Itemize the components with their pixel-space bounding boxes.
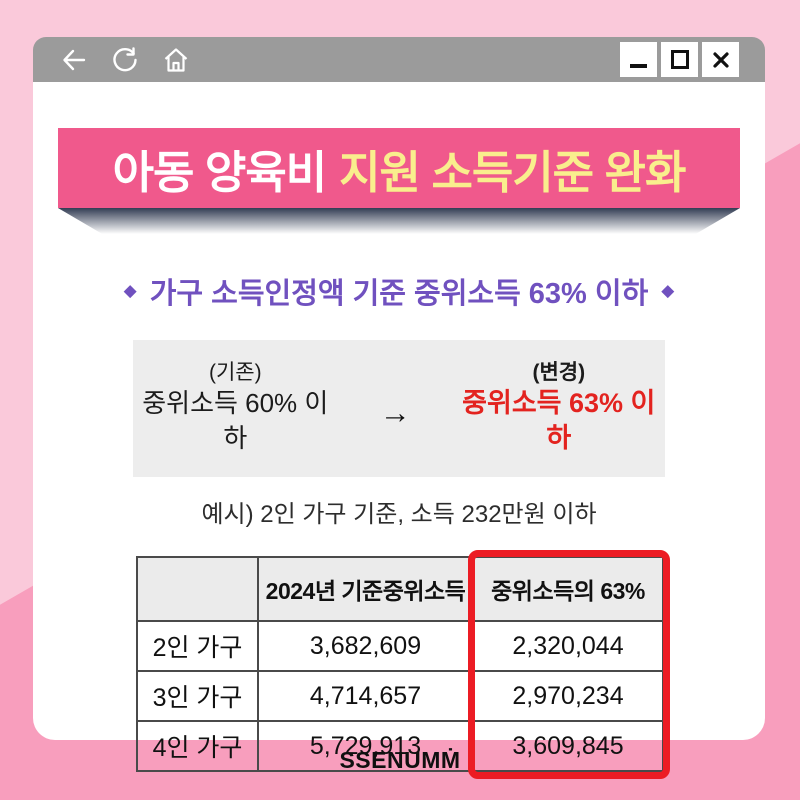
maximize-button[interactable]	[661, 42, 698, 77]
subtitle: ◆ 가구 소득인정액 기준 중위소득 63% 이하 ◆	[58, 270, 740, 312]
browser-toolbar	[33, 37, 765, 82]
income-table: 2024년 기준중위소득 중위소득의 63% 2인 가구 3,682,609 2…	[136, 556, 664, 772]
row-label: 2인 가구	[136, 620, 259, 672]
row-label: 4인 가구	[136, 720, 259, 772]
subtitle-text: 가구 소득인정액 기준 중위소득 63% 이하	[149, 278, 649, 310]
diamond-icon: ◆	[661, 281, 675, 300]
table-row: 3인 가구 4,714,657 2,970,234	[136, 670, 664, 722]
header-median-income: 2024년 기준중위소득	[257, 556, 474, 622]
pct63-value: 3,609,845	[472, 720, 664, 772]
after-value: 중위소득 63% 이하	[462, 388, 656, 453]
title-part-yellow: 지원 소득기준 완화	[339, 146, 686, 198]
header-empty	[136, 556, 259, 622]
title-banner: 아동 양육비 지원 소득기준 완화	[58, 128, 740, 208]
row-label: 3인 가구	[136, 670, 259, 722]
browser-window: 아동 양육비 지원 소득기준 완화 ◆ 가구 소득인정액 기준 중위소득 63%…	[33, 37, 765, 779]
minimize-button[interactable]	[620, 42, 657, 77]
home-icon[interactable]	[161, 45, 191, 75]
minimize-icon	[630, 64, 647, 68]
refresh-icon[interactable]	[110, 45, 140, 75]
banner-3d-shadow	[58, 208, 740, 234]
comparison-box: (기존) 중위소득 60% 이하 → (변경) 중위소득 63% 이하	[133, 340, 665, 477]
income-table-container: 2024년 기준중위소득 중위소득의 63% 2인 가구 3,682,609 2…	[136, 550, 670, 779]
pct63-value: 2,970,234	[472, 670, 664, 722]
close-button[interactable]	[702, 42, 739, 77]
before-label: (기존)	[208, 361, 262, 384]
table-row: 2인 가구 3,682,609 2,320,044	[136, 620, 664, 672]
median-income-value: 5,729,913	[257, 720, 474, 772]
median-income-value: 4,714,657	[257, 670, 474, 722]
table-row: 4인 가구 5,729,913 3,609,845	[136, 720, 664, 772]
arrow-icon: →	[379, 394, 411, 430]
title-part-white: 아동 양육비	[112, 146, 328, 198]
brand-logo: SSENUMṀ	[339, 747, 461, 773]
example-note: 예시) 2인 가구 기준, 소득 232만원 이하	[201, 501, 597, 528]
table-header-row: 2024년 기준중위소득 중위소득의 63%	[136, 556, 664, 622]
after-panel: (변경) 중위소득 63% 이하	[453, 359, 665, 456]
close-icon	[712, 51, 729, 68]
window-controls	[620, 42, 739, 77]
maximize-icon	[670, 50, 689, 69]
pct63-value: 2,320,044	[472, 620, 664, 672]
header-63pct: 중위소득의 63%	[472, 556, 664, 622]
before-value: 중위소득 60% 이하	[142, 388, 329, 453]
before-panel: (기존) 중위소득 60% 이하	[133, 359, 338, 456]
after-label: (변경)	[532, 361, 586, 384]
back-icon[interactable]	[59, 45, 89, 75]
content-card: 아동 양육비 지원 소득기준 완화 ◆ 가구 소득인정액 기준 중위소득 63%…	[33, 82, 765, 779]
diamond-icon: ◆	[123, 281, 137, 300]
median-income-value: 3,682,609	[257, 620, 474, 672]
